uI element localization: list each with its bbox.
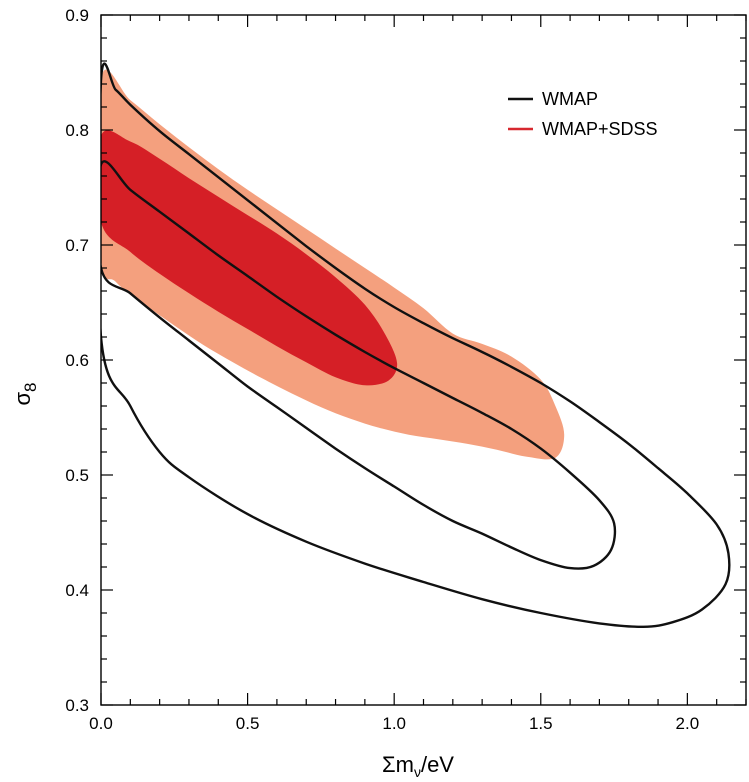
x-tick-label: 0.5 [236, 714, 260, 733]
legend-label-wmap-sdss: WMAP+SDSS [542, 119, 658, 139]
legend-label-wmap: WMAP [542, 89, 598, 109]
y-tick-label: 0.3 [65, 696, 89, 715]
axis-ticks [100, 14, 747, 706]
x-axis-unit: /eV [421, 752, 454, 777]
wmap-68-contour [101, 160, 617, 570]
x-tick-label: 1.5 [529, 714, 553, 733]
x-tick-label: 2.0 [676, 714, 700, 733]
y-tick-label: 0.6 [65, 351, 89, 370]
y-axis-subscript: 8 [21, 382, 40, 391]
y-axis-title: σ8 [10, 382, 40, 405]
y-tick-label: 0.5 [65, 466, 89, 485]
legend: WMAP WMAP+SDSS [508, 89, 658, 139]
x-axis-subscript: ν [414, 764, 421, 780]
x-axis-symbol: Σm [382, 752, 414, 777]
line-contours [101, 62, 731, 629]
y-tick-label: 0.9 [65, 6, 89, 25]
y-tick-label: 0.4 [65, 581, 89, 600]
x-tick-label: 0.0 [89, 714, 113, 733]
x-tick-labels: 0.0 0.5 1.0 1.5 2.0 [89, 714, 699, 733]
x-tick-label: 1.0 [382, 714, 406, 733]
y-axis-symbol: σ [10, 392, 35, 406]
wmap-95-contour [101, 62, 731, 629]
wmap-sdss-68-region [101, 130, 398, 386]
x-axis-title: Σmν/eV [382, 752, 454, 780]
y-tick-label: 0.8 [65, 121, 89, 140]
y-tick-labels: 0.3 0.4 0.5 0.6 0.7 0.8 0.9 [65, 6, 89, 715]
y-tick-label: 0.7 [65, 236, 89, 255]
